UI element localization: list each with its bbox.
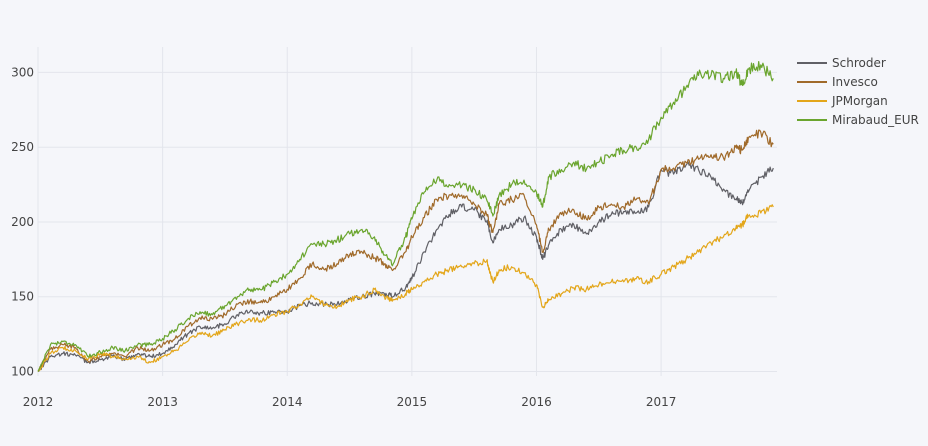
legend-item-mirabaud-eur[interactable]: Mirabaud_EUR xyxy=(797,113,919,127)
grid-layer xyxy=(37,47,777,376)
y-tick-label: 100 xyxy=(11,365,34,379)
legend-label: JPMorgan xyxy=(831,94,888,108)
legend-item-invesco[interactable]: Invesco xyxy=(797,75,878,89)
legend-item-schroder[interactable]: Schroder xyxy=(797,56,886,70)
series-layer xyxy=(37,61,774,373)
legend-label: Mirabaud_EUR xyxy=(832,113,919,127)
legend-label: Schroder xyxy=(832,56,886,70)
series-line-jpmorgan[interactable] xyxy=(37,204,774,372)
legend[interactable]: Schroder Invesco JPMorgan Mirabaud_EUR xyxy=(797,56,919,127)
y-tick-label: 150 xyxy=(11,290,34,304)
legend-item-jpmorgan[interactable]: JPMorgan xyxy=(797,94,888,108)
y-tick-label: 250 xyxy=(11,140,34,154)
axis-layer: 100 150 200 250 300 2012 2013 2014 2015 2016 2017 xyxy=(11,65,676,409)
y-tick-label: 300 xyxy=(11,65,34,79)
x-tick-label: 2017 xyxy=(646,395,677,409)
series-line-invesco[interactable] xyxy=(37,129,774,372)
x-tick-label: 2013 xyxy=(147,395,178,409)
x-tick-label: 2016 xyxy=(521,395,552,409)
legend-label: Invesco xyxy=(832,75,878,89)
series-line-schroder[interactable] xyxy=(37,161,774,373)
y-tick-label: 200 xyxy=(11,215,34,229)
x-tick-label: 2015 xyxy=(397,395,428,409)
series-line-mirabaud-eur[interactable] xyxy=(37,61,774,372)
x-tick-label: 2014 xyxy=(272,395,303,409)
x-tick-label: 2012 xyxy=(23,395,54,409)
